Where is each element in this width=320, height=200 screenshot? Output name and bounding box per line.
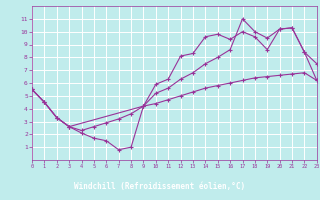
Text: Windchill (Refroidissement éolien,°C): Windchill (Refroidissement éolien,°C)	[75, 182, 245, 192]
